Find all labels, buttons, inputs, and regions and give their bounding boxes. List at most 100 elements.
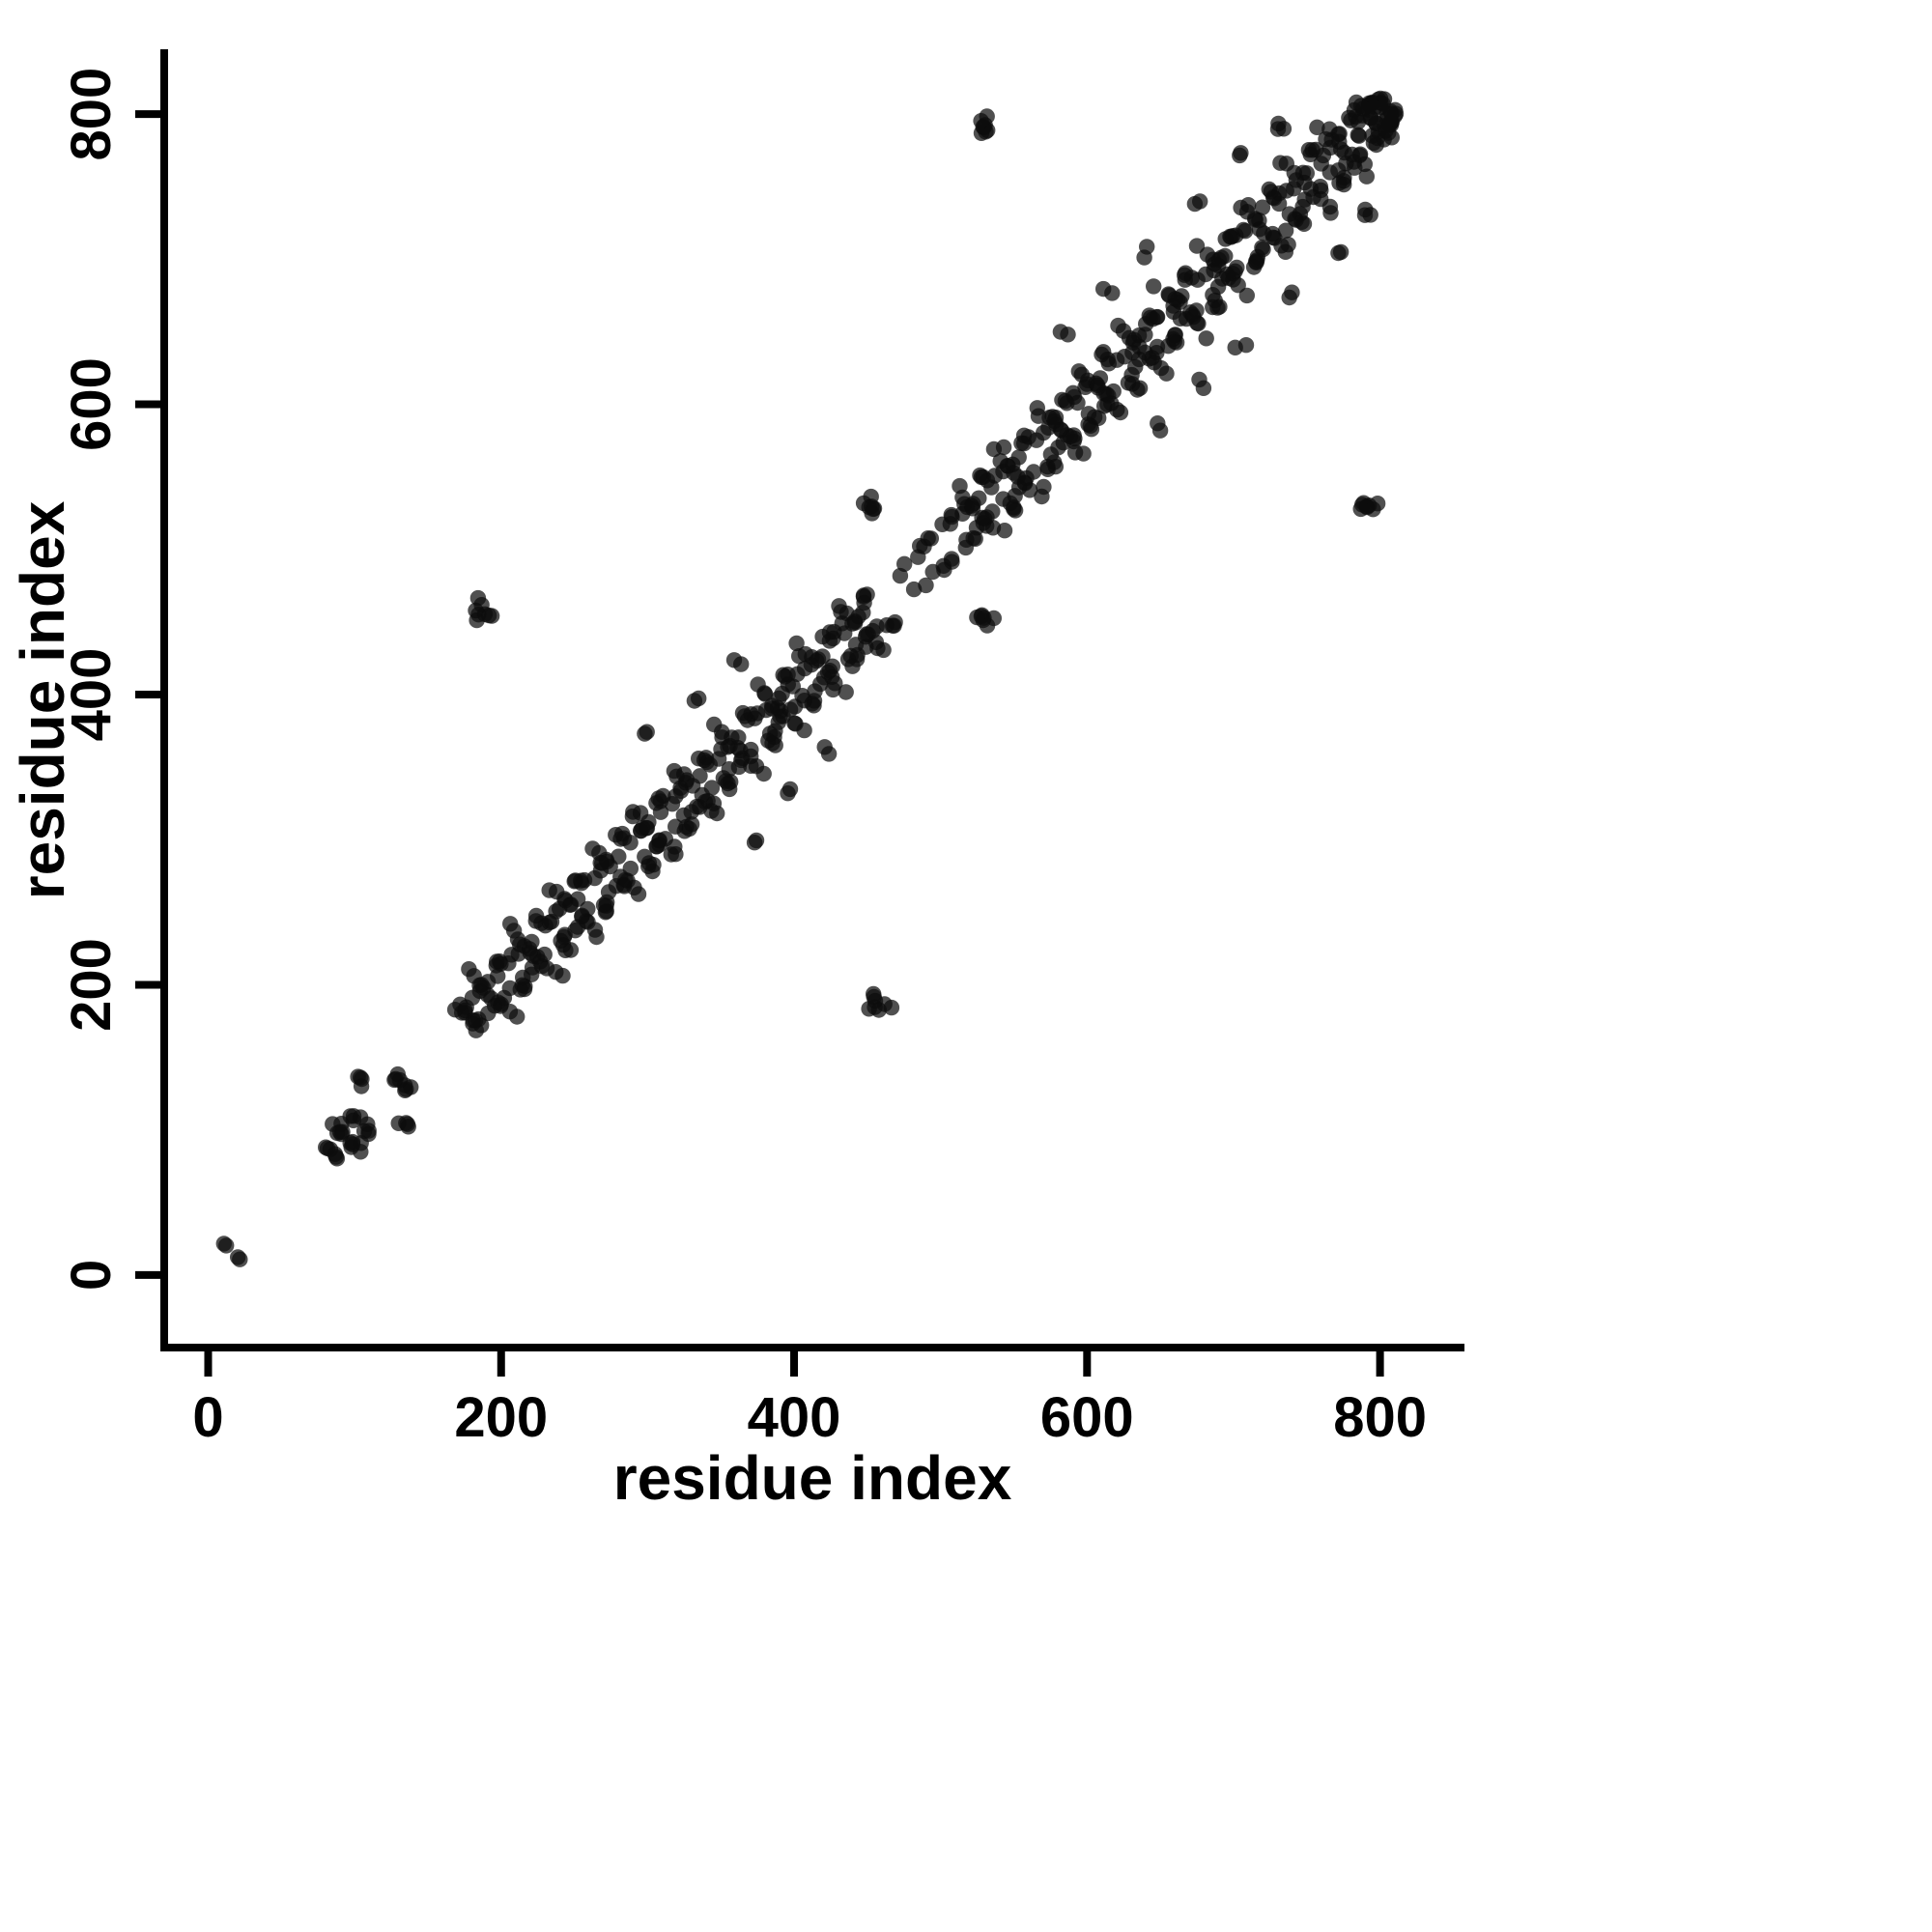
data-point	[1010, 449, 1027, 466]
data-point	[1254, 199, 1271, 215]
data-point	[1192, 193, 1208, 210]
points-layer	[215, 90, 1405, 1267]
data-point	[767, 737, 783, 753]
data-point	[557, 942, 574, 958]
data-point	[794, 688, 810, 704]
data-point	[526, 948, 542, 964]
data-point	[639, 820, 656, 837]
data-point	[602, 858, 618, 875]
data-point	[965, 529, 981, 547]
data-point	[1309, 119, 1325, 135]
data-point	[944, 508, 960, 526]
data-point	[858, 626, 875, 642]
data-point	[1137, 344, 1153, 361]
data-point	[359, 1116, 376, 1133]
data-point	[734, 704, 752, 722]
data-point	[973, 113, 989, 129]
data-point	[788, 635, 805, 652]
data-point	[1065, 388, 1083, 406]
data-point	[527, 913, 544, 929]
data-point	[1330, 244, 1347, 262]
data-point	[821, 663, 838, 679]
y-tick-label: 400	[60, 648, 123, 742]
data-point	[1232, 147, 1248, 164]
data-point	[887, 613, 903, 631]
data-point	[1336, 144, 1353, 161]
data-point	[574, 907, 590, 923]
data-point	[1053, 422, 1070, 439]
data-point	[1136, 249, 1152, 266]
data-point	[816, 739, 833, 755]
data-point	[1188, 238, 1206, 254]
data-point	[1358, 168, 1376, 185]
data-point	[637, 848, 653, 865]
data-point	[859, 586, 875, 603]
data-point	[1149, 308, 1166, 326]
data-point	[746, 835, 763, 851]
data-point	[733, 656, 750, 672]
data-point	[562, 896, 580, 913]
data-point	[1350, 128, 1368, 144]
data-point	[483, 990, 499, 1007]
data-point	[974, 509, 990, 526]
data-point	[490, 968, 506, 984]
data-point	[772, 702, 789, 720]
data-point	[230, 1249, 246, 1265]
data-point	[1238, 287, 1256, 304]
data-point	[1365, 501, 1381, 518]
data-point	[1184, 306, 1201, 323]
axes-layer: 0 200 400 600 800 0 200 400 600 800	[60, 49, 1464, 1449]
data-point	[756, 685, 773, 701]
data-point	[1368, 115, 1384, 131]
data-point	[1236, 223, 1254, 240]
data-point	[944, 554, 960, 570]
data-point	[1256, 225, 1272, 242]
data-point	[1302, 181, 1320, 197]
data-point	[350, 1068, 366, 1085]
data-point	[1149, 338, 1166, 355]
data-point	[1025, 464, 1042, 480]
x-tick-label: 200	[454, 1386, 548, 1449]
data-point	[883, 999, 900, 1016]
x-axis-title: residue index	[613, 1443, 1012, 1513]
data-point	[920, 530, 936, 547]
data-point	[1151, 422, 1169, 439]
data-point	[325, 1116, 341, 1132]
data-point	[1039, 461, 1056, 477]
data-point	[1146, 278, 1162, 295]
x-tick-label: 400	[748, 1386, 841, 1449]
y-tick-label: 0	[60, 1260, 123, 1291]
data-point	[396, 1077, 413, 1094]
data-point	[864, 505, 880, 522]
data-point	[918, 577, 934, 594]
data-point	[969, 609, 985, 626]
data-point	[694, 786, 710, 804]
data-point	[1095, 344, 1112, 360]
data-point	[1318, 130, 1334, 148]
data-point	[1195, 380, 1212, 396]
data-point	[732, 742, 749, 759]
data-point	[1284, 284, 1300, 300]
data-point	[468, 602, 484, 619]
x-tick-label: 800	[1333, 1386, 1427, 1449]
data-point	[1095, 385, 1112, 402]
x-tick-label: 600	[1040, 1386, 1134, 1449]
x-tick-label: 0	[192, 1386, 223, 1449]
data-point	[622, 835, 639, 851]
data-point	[810, 651, 827, 668]
data-point	[501, 980, 518, 997]
data-point	[469, 589, 487, 607]
data-point	[400, 1119, 416, 1135]
data-point	[1169, 292, 1186, 308]
data-point	[516, 980, 533, 998]
data-point	[1036, 478, 1052, 496]
data-point	[612, 868, 629, 885]
data-point	[667, 838, 683, 855]
data-point	[637, 725, 653, 742]
data-point	[353, 1144, 369, 1160]
data-point	[1227, 339, 1243, 355]
data-point	[892, 567, 909, 584]
data-point	[1013, 435, 1030, 451]
